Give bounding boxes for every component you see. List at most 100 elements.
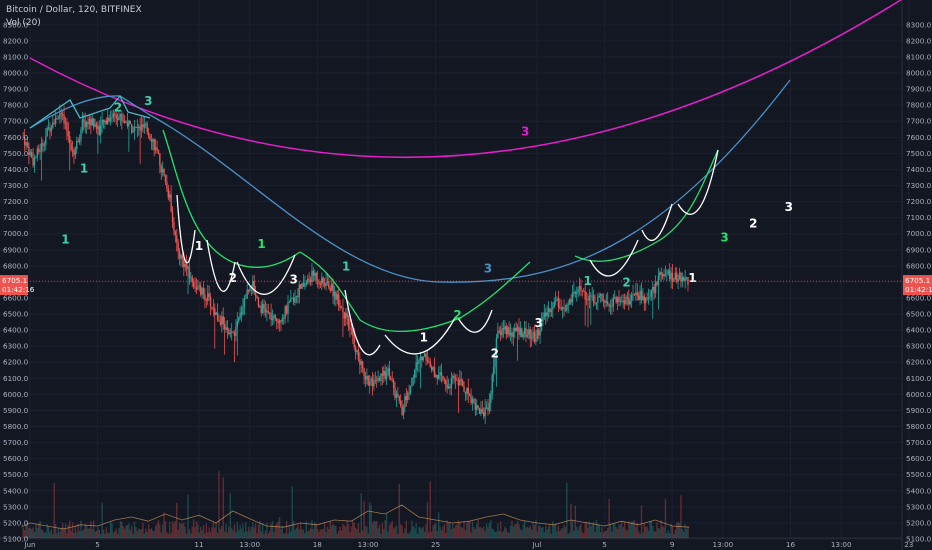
x-tick-label: 23 xyxy=(904,540,913,549)
x-tick-label: Jun xyxy=(23,540,35,549)
volume-bar xyxy=(181,524,184,538)
candle-body xyxy=(215,312,217,315)
candle-body xyxy=(359,359,361,365)
volume-bar xyxy=(145,528,147,538)
volume-bar xyxy=(66,533,68,538)
volume-bar xyxy=(395,525,398,538)
candle-body xyxy=(235,327,237,337)
volume-bar xyxy=(95,530,98,538)
volume-bar xyxy=(571,520,574,538)
candle-body xyxy=(102,119,105,123)
volume-bar xyxy=(154,525,157,538)
volume-bar xyxy=(657,527,660,538)
volume-bar xyxy=(335,525,337,538)
volume-bar xyxy=(271,520,274,538)
volume-bar xyxy=(114,531,116,538)
candle-body xyxy=(678,272,681,279)
y-tick-label-left: 5800.0 xyxy=(3,422,29,431)
candle-body xyxy=(552,307,554,310)
candle-body xyxy=(426,359,429,362)
volume-bar xyxy=(264,530,267,538)
candle-body xyxy=(39,151,41,152)
candle-body xyxy=(437,374,440,380)
volume-bar xyxy=(361,530,364,538)
volume-bar xyxy=(654,531,657,538)
volume-bar xyxy=(643,522,646,538)
candle-body xyxy=(171,211,174,222)
volume-bar xyxy=(252,522,254,538)
volume-bar xyxy=(236,522,239,538)
candle-body xyxy=(191,277,193,282)
volume-bar xyxy=(83,529,85,538)
candle-body xyxy=(507,327,509,335)
candle-body xyxy=(160,165,162,173)
candle-body xyxy=(192,281,195,287)
candle-body xyxy=(212,308,215,310)
candle-body xyxy=(109,118,112,122)
candle-body xyxy=(645,297,647,304)
time-axis[interactable]: Jun51113:001813:0025Jul5913:001613:00232… xyxy=(23,540,932,549)
candle-body xyxy=(633,294,636,295)
volume-bar xyxy=(276,523,278,538)
volume-bar xyxy=(622,527,624,538)
volume-bar xyxy=(546,529,548,538)
candle-body xyxy=(597,297,599,303)
candle-body xyxy=(52,122,54,128)
candle-body xyxy=(594,302,596,304)
candle-body xyxy=(388,368,391,378)
volume-bar xyxy=(157,520,160,538)
candle-body xyxy=(498,330,500,332)
candle-body xyxy=(323,282,326,287)
volume-bar xyxy=(133,521,136,538)
volume-bar xyxy=(229,493,231,538)
wave-label: 1 xyxy=(195,239,203,253)
volume-bar xyxy=(588,521,591,538)
volume-bar xyxy=(502,530,505,538)
candle-body xyxy=(642,296,644,300)
candle-body xyxy=(61,113,64,116)
wave-label: 1 xyxy=(420,330,428,344)
volume-bar xyxy=(567,533,569,538)
volume-bar xyxy=(130,525,133,538)
volume-bar xyxy=(449,523,451,538)
volume-bar xyxy=(123,528,126,538)
volume-bar xyxy=(266,522,268,538)
candle-body xyxy=(570,299,572,303)
candle-body xyxy=(164,175,167,183)
candle-body xyxy=(64,122,67,124)
candle-body xyxy=(266,311,268,313)
candle-body xyxy=(23,137,26,146)
volume-bar xyxy=(336,533,338,538)
volume-bar xyxy=(87,528,89,538)
volume-bar xyxy=(209,532,212,538)
volume-bar xyxy=(270,523,272,538)
candle-body xyxy=(335,291,337,300)
candle-body xyxy=(657,275,660,285)
candle-body xyxy=(621,301,623,303)
candle-body xyxy=(345,312,347,319)
volume-bar xyxy=(69,520,71,538)
y-tick-label-left: 6300.0 xyxy=(3,342,29,351)
candle-body xyxy=(45,136,47,145)
candle-body xyxy=(477,405,479,408)
candle-body xyxy=(408,392,410,394)
candle-body xyxy=(245,298,247,300)
white-arc xyxy=(206,239,236,292)
candle-body xyxy=(190,277,192,279)
volume-indicator-label[interactable]: Vol (20) xyxy=(6,18,41,28)
volume-bar xyxy=(242,523,244,538)
candle-body xyxy=(249,287,251,292)
volume-bar xyxy=(216,533,219,538)
volume-bar xyxy=(311,520,313,538)
symbol-title[interactable]: Bitcoin / Dollar, 120, BITFINEX xyxy=(6,5,142,15)
candle-body xyxy=(261,303,264,313)
candle-body xyxy=(91,118,93,126)
candle-body xyxy=(125,122,127,123)
volume-bar xyxy=(549,524,551,538)
volume-bar xyxy=(525,527,527,538)
y-tick-label-right: 8000.0 xyxy=(906,69,932,78)
candle-body xyxy=(474,402,477,410)
candle-body xyxy=(652,286,654,291)
